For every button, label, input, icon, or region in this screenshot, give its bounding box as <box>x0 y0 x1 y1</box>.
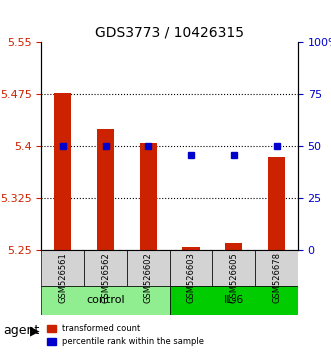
Text: agent: agent <box>3 325 40 337</box>
Text: GSM526561: GSM526561 <box>58 252 67 303</box>
FancyBboxPatch shape <box>84 250 127 286</box>
Text: GSM526678: GSM526678 <box>272 252 281 303</box>
Text: control: control <box>86 296 125 306</box>
Text: IL-6: IL-6 <box>224 296 244 306</box>
Text: GSM526602: GSM526602 <box>144 252 153 303</box>
Text: GSM526603: GSM526603 <box>186 252 196 303</box>
Legend: transformed count, percentile rank within the sample: transformed count, percentile rank withi… <box>44 321 208 350</box>
Title: GDS3773 / 10426315: GDS3773 / 10426315 <box>95 26 244 40</box>
FancyBboxPatch shape <box>255 250 298 286</box>
Text: GSM526562: GSM526562 <box>101 252 110 303</box>
FancyBboxPatch shape <box>169 250 213 286</box>
FancyBboxPatch shape <box>127 250 169 286</box>
Bar <box>97 129 114 250</box>
Text: GSM526605: GSM526605 <box>229 252 238 303</box>
FancyBboxPatch shape <box>41 250 84 286</box>
Bar <box>54 93 71 250</box>
FancyBboxPatch shape <box>41 286 169 315</box>
Bar <box>225 243 242 250</box>
Bar <box>140 143 157 250</box>
FancyBboxPatch shape <box>213 250 255 286</box>
Bar <box>268 157 285 250</box>
Text: ▶: ▶ <box>30 325 39 337</box>
Bar <box>182 247 200 250</box>
FancyBboxPatch shape <box>169 286 298 315</box>
